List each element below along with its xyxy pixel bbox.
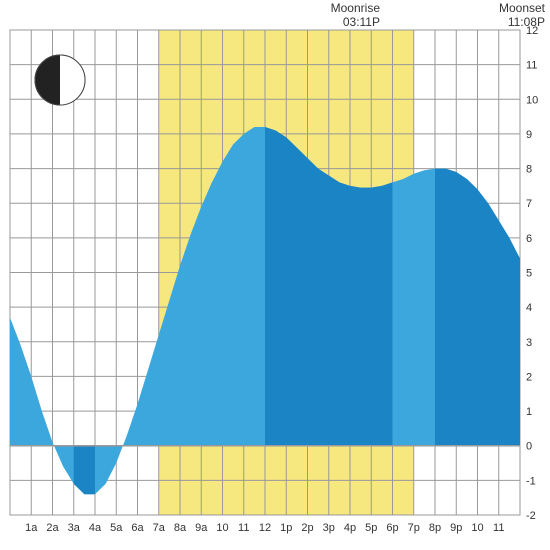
- y-tick-label: -1: [526, 475, 536, 487]
- y-tick-label: 3: [526, 337, 532, 349]
- moonrise-time: 03:11P: [343, 15, 380, 29]
- x-tick-label: 7p: [408, 522, 420, 534]
- y-tick-label: 8: [526, 164, 532, 176]
- moon-phase-icon: [35, 55, 85, 105]
- y-tick-label: 11: [526, 60, 537, 72]
- x-tick-label: 12: [259, 522, 271, 534]
- y-tick-label: 7: [526, 198, 532, 210]
- x-tick-label: 1p: [280, 522, 292, 534]
- x-tick-label: 7a: [153, 522, 166, 534]
- x-tick-label: 2a: [46, 522, 59, 534]
- x-tick-label: 2p: [301, 522, 313, 534]
- y-tick-label: 1: [526, 406, 532, 418]
- x-tick-label: 5a: [110, 522, 123, 534]
- x-tick-label: 9a: [195, 522, 208, 534]
- x-tick-label: 10: [216, 522, 228, 534]
- y-tick-label: 9: [526, 129, 532, 141]
- x-tick-label: 8a: [174, 522, 187, 534]
- x-tick-label: 1a: [25, 522, 38, 534]
- x-tick-label: 6a: [131, 522, 144, 534]
- y-tick-label: -2: [526, 510, 536, 522]
- moonrise-label: Moonrise: [331, 1, 381, 15]
- y-tick-label: 6: [526, 233, 532, 245]
- x-tick-label: 6p: [386, 522, 398, 534]
- y-tick-label: 10: [526, 94, 538, 106]
- tide-chart: 1a2a3a4a5a6a7a8a9a1011121p2p3p4p5p6p7p8p…: [0, 0, 550, 550]
- x-tick-label: 8p: [429, 522, 441, 534]
- x-tick-label: 3p: [323, 522, 335, 534]
- moonset-label: Moonset: [499, 1, 546, 15]
- chart-svg: 1a2a3a4a5a6a7a8a9a1011121p2p3p4p5p6p7p8p…: [0, 0, 550, 550]
- x-tick-label: 3a: [68, 522, 81, 534]
- x-tick-label: 4p: [344, 522, 356, 534]
- y-tick-label: 2: [526, 371, 532, 383]
- y-tick-label: 4: [526, 302, 532, 314]
- y-tick-label: 5: [526, 268, 532, 280]
- x-tick-label: 5p: [365, 522, 377, 534]
- y-tick-label: 0: [526, 441, 532, 453]
- x-tick-label: 11: [238, 522, 249, 534]
- moonset-time: 11:08P: [508, 15, 545, 29]
- x-tick-label: 4a: [89, 522, 102, 534]
- x-tick-label: 9p: [450, 522, 462, 534]
- x-tick-label: 11: [493, 522, 504, 534]
- x-tick-label: 10: [471, 522, 483, 534]
